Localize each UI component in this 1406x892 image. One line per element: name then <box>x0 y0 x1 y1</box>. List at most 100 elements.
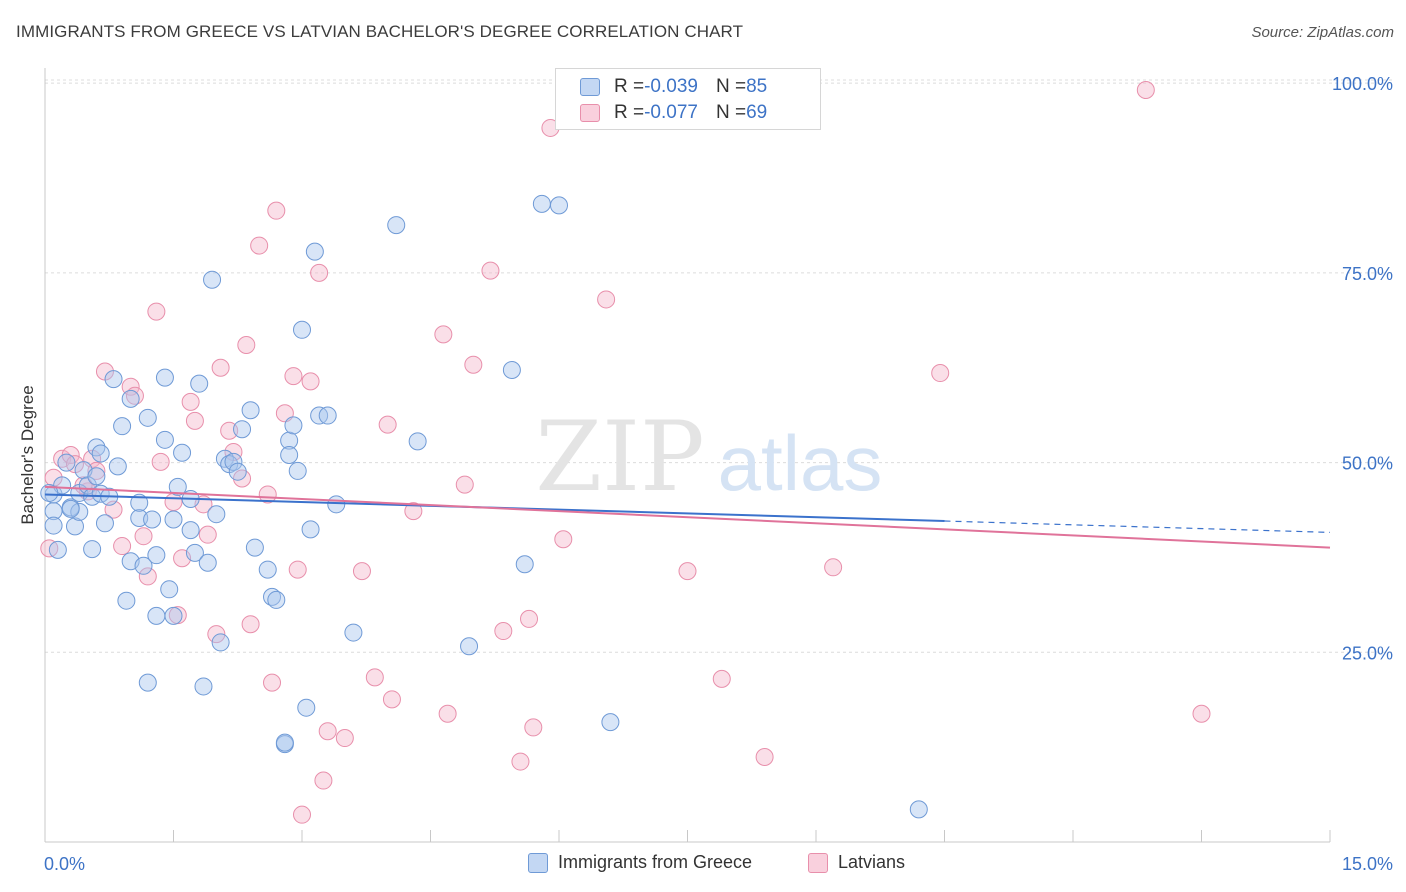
data-point-latvians <box>1136 81 1155 100</box>
data-point-greece <box>301 520 320 539</box>
legend-r-value: -0.077 <box>644 102 698 123</box>
y-tick-label: 50.0% <box>1342 454 1393 474</box>
data-point-latvians <box>134 527 153 546</box>
data-point-greece <box>121 389 140 408</box>
data-point-latvians <box>455 475 474 494</box>
data-point-greece <box>211 633 230 652</box>
data-point-greece <box>143 510 162 529</box>
data-point-latvians <box>301 372 320 391</box>
data-point-greece <box>293 320 311 339</box>
data-point-latvians <box>481 261 500 280</box>
data-point-greece <box>40 483 59 502</box>
data-point-greece <box>87 467 106 486</box>
data-point-greece <box>57 453 76 472</box>
x-tick-labels: 0.0% 15.0% <box>44 854 1393 874</box>
data-point-greece <box>91 444 110 463</box>
bottom-legend-swatch-blue <box>528 852 548 873</box>
data-point-latvians <box>181 392 200 411</box>
data-point-greece <box>108 457 127 476</box>
data-point-greece <box>909 800 928 819</box>
data-point-latvians <box>335 729 354 748</box>
data-point-latvians <box>678 562 697 581</box>
data-point-latvians <box>288 560 307 579</box>
y-axis-label: Bachelor's Degree <box>18 385 37 525</box>
data-point-greece <box>601 713 620 732</box>
trend-line-latvians <box>44 485 1331 549</box>
data-point-greece <box>117 591 136 610</box>
data-point-greece <box>245 538 264 557</box>
data-point-greece <box>181 521 200 540</box>
data-point-latvians <box>314 771 333 790</box>
data-point-greece <box>203 270 222 289</box>
data-point-latvians <box>220 421 239 440</box>
data-point-greece <box>185 543 204 562</box>
data-point-latvians <box>931 364 950 383</box>
data-point-latvians <box>284 367 303 386</box>
y-tick-label: 100.0% <box>1332 74 1393 94</box>
data-point-greece <box>190 374 209 393</box>
data-point-greece <box>297 698 316 717</box>
data-point-greece <box>147 606 166 625</box>
data-point-greece <box>532 194 551 213</box>
legend-swatch-pink <box>580 104 600 122</box>
data-point-latvians <box>712 669 731 688</box>
bottom-legend-swatch-pink <box>808 852 828 873</box>
data-point-latvians <box>164 493 183 512</box>
bottom-legend-label-greece: Immigrants from Greece <box>558 852 753 872</box>
data-point-greece <box>207 505 226 524</box>
data-point-latvians <box>554 530 573 549</box>
y-tick-labels: 25.0% 50.0% 75.0% 100.0% <box>1332 74 1393 663</box>
data-point-latvians <box>597 290 616 309</box>
data-point-latvians <box>378 415 397 434</box>
grid-lines <box>45 79 1392 653</box>
data-point-latvians <box>382 690 401 709</box>
data-point-latvians <box>520 609 539 628</box>
correlation-legend: R = -0.039 N = 85 R = -0.077 N = 69 <box>555 68 821 130</box>
data-point-greece <box>288 461 307 480</box>
data-point-greece <box>138 408 157 427</box>
data-point-latvians <box>352 562 371 581</box>
data-point-greece <box>44 516 63 535</box>
data-point-latvians <box>404 502 423 521</box>
bottom-legend-latvians: Latvians <box>808 852 905 873</box>
legend-r-label: R = <box>614 76 645 97</box>
data-point-greece <box>224 452 243 471</box>
data-point-latvians <box>87 461 106 480</box>
data-point-latvians <box>310 263 329 282</box>
data-point-greece <box>267 590 286 609</box>
data-point-greece <box>168 477 187 496</box>
data-point-latvians <box>250 236 269 255</box>
data-point-greece <box>155 368 174 387</box>
data-point-greece <box>284 416 303 435</box>
data-point-greece <box>113 417 132 436</box>
data-point-latvians <box>198 525 217 544</box>
data-point-greece <box>408 432 427 451</box>
data-point-latvians <box>464 355 483 374</box>
x-tick-label: 15.0% <box>1342 854 1393 874</box>
data-point-greece <box>460 637 479 656</box>
data-point-greece <box>134 556 153 575</box>
data-point-greece <box>48 540 67 559</box>
data-point-latvians <box>263 673 282 692</box>
data-point-greece <box>164 510 183 529</box>
data-point-greece <box>130 493 149 512</box>
legend-row-latvians: R = -0.077 N = 69 <box>580 100 767 126</box>
bottom-legend-greece: Immigrants from Greece <box>528 852 752 873</box>
data-point-greece <box>241 401 260 420</box>
source-label: Source: ZipAtlas.com <box>1251 24 1394 41</box>
data-point-latvians <box>1192 704 1211 723</box>
data-point-greece <box>387 216 406 235</box>
data-point-greece <box>194 677 213 696</box>
data-point-latvians <box>138 567 157 586</box>
data-point-greece <box>280 431 299 450</box>
data-point-greece <box>258 560 277 579</box>
data-point-latvians <box>207 625 226 644</box>
data-point-latvians <box>293 805 311 824</box>
legend-n-value: 69 <box>746 102 768 123</box>
data-point-greece <box>280 446 299 464</box>
data-point-greece <box>344 623 363 642</box>
data-point-latvians <box>755 748 774 767</box>
data-point-greece <box>147 546 166 565</box>
x-tick-label: 0.0% <box>44 854 85 874</box>
